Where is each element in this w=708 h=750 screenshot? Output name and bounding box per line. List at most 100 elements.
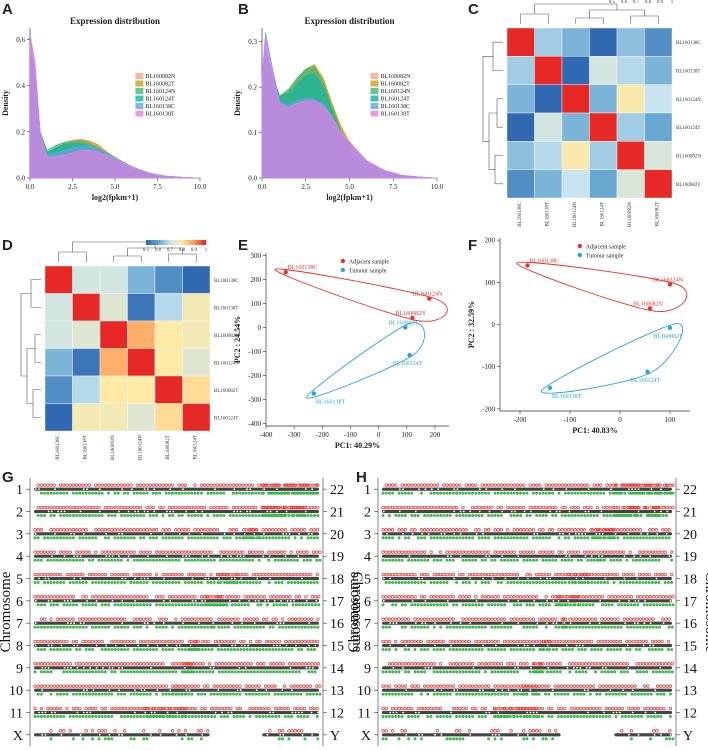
gene-marker-light (280, 599, 283, 602)
downregulated-gene-marker (432, 648, 436, 652)
upregulated-gene-marker (90, 729, 95, 733)
downregulated-gene-marker (387, 625, 391, 629)
y-tick-label: 300 (251, 252, 262, 260)
upregulated-gene-marker (575, 684, 580, 688)
heatmap-cell (182, 320, 211, 349)
downregulated-gene-marker (280, 692, 284, 696)
upregulated-gene-marker (103, 617, 108, 621)
upregulated-gene-marker (55, 684, 60, 688)
downregulated-gene-marker (239, 648, 243, 652)
downregulated-gene-marker (599, 648, 603, 652)
y-axis-label: PC2 : 32.59% (467, 301, 476, 348)
upregulated-gene-marker (262, 662, 266, 666)
downregulated-gene-marker (588, 603, 592, 607)
upregulated-gene-marker (206, 528, 210, 532)
downregulated-gene-marker (670, 670, 674, 674)
gene-marker-light (189, 644, 192, 647)
upregulated-gene-marker (638, 528, 642, 532)
gene-marker-light (162, 622, 165, 625)
downregulated-gene-marker (416, 625, 420, 629)
downregulated-gene-marker (455, 692, 459, 696)
downregulated-gene-marker (187, 625, 191, 629)
gene-marker-light (501, 555, 504, 558)
upregulated-gene-marker (445, 505, 449, 510)
downregulated-gene-marker (551, 581, 555, 585)
downregulated-gene-marker (167, 491, 171, 495)
upregulated-gene-marker (154, 639, 159, 644)
downregulated-gene-marker (606, 536, 610, 540)
upregulated-gene-marker (81, 550, 85, 554)
y-tick-label: 0 (492, 321, 496, 329)
downregulated-gene-marker (306, 648, 310, 652)
downregulated-gene-marker (458, 648, 462, 652)
upregulated-gene-marker (570, 639, 575, 644)
gene-marker-light (565, 644, 568, 647)
downregulated-gene-marker (181, 715, 185, 719)
gene-marker-light (636, 577, 639, 580)
downregulated-gene-marker (52, 536, 56, 540)
downregulated-gene-marker (387, 670, 391, 674)
upregulated-gene-marker (243, 595, 247, 599)
upregulated-gene-marker (454, 505, 459, 510)
legend-swatch (135, 110, 144, 117)
upregulated-gene-marker (190, 595, 194, 599)
upregulated-gene-marker (186, 528, 191, 532)
upregulated-gene-marker (508, 706, 513, 711)
upregulated-gene-marker (316, 617, 320, 621)
upregulated-gene-marker (390, 706, 395, 711)
gene-marker-light (315, 599, 318, 602)
upregulated-gene-marker (183, 528, 188, 532)
upregulated-gene-marker (397, 684, 401, 688)
downregulated-gene-marker (668, 603, 672, 607)
downregulated-gene-marker (439, 715, 443, 719)
upregulated-gene-marker (129, 550, 133, 554)
downregulated-gene-marker (547, 603, 551, 607)
gene-marker-light (297, 555, 300, 558)
upregulated-gene-marker (135, 572, 140, 577)
gene-marker-light (153, 510, 156, 513)
upregulated-gene-marker (113, 550, 117, 554)
upregulated-gene-marker (403, 617, 408, 621)
gene-marker-light (517, 733, 520, 736)
upregulated-gene-marker (410, 662, 414, 666)
downregulated-gene-marker (629, 737, 633, 741)
upregulated-gene-marker (655, 684, 660, 688)
upregulated-gene-marker (190, 550, 194, 554)
gene-marker-light (584, 510, 587, 513)
downregulated-gene-marker (515, 558, 519, 562)
downregulated-gene-marker (267, 558, 271, 562)
downregulated-gene-marker (613, 536, 617, 540)
upregulated-gene-marker (52, 572, 56, 577)
downregulated-gene-marker (556, 692, 560, 696)
upregulated-gene-marker (209, 550, 213, 554)
point-label: BL160138T (316, 400, 346, 406)
upregulated-gene-marker (629, 617, 633, 621)
upregulated-gene-marker (670, 662, 674, 666)
gene-marker-light (146, 488, 149, 491)
upregulated-gene-marker (585, 706, 589, 711)
downregulated-gene-marker (464, 648, 468, 652)
gene-marker-light (223, 532, 226, 535)
gene-marker-light (63, 510, 66, 513)
upregulated-gene-marker (525, 572, 529, 577)
upregulated-gene-marker (384, 483, 388, 487)
upregulated-gene-marker (286, 572, 291, 577)
downregulated-gene-marker (633, 603, 637, 607)
gene-marker-light (669, 733, 672, 736)
downregulated-gene-marker (107, 558, 111, 562)
downregulated-gene-marker (522, 491, 526, 495)
upregulated-gene-marker (381, 528, 385, 532)
gene-marker-light (542, 488, 545, 491)
gene-marker-light (255, 689, 258, 692)
downregulated-gene-marker (190, 558, 194, 562)
upregulated-gene-marker (78, 572, 82, 577)
downregulated-gene-marker (528, 715, 532, 719)
downregulated-gene-marker (78, 625, 82, 629)
upregulated-gene-marker (641, 662, 646, 666)
upregulated-gene-marker (238, 483, 242, 487)
downregulated-gene-marker (387, 648, 391, 652)
downregulated-gene-marker (570, 514, 574, 518)
upregulated-gene-marker (661, 662, 665, 666)
upregulated-gene-marker (410, 595, 414, 599)
downregulated-gene-marker (145, 737, 149, 741)
